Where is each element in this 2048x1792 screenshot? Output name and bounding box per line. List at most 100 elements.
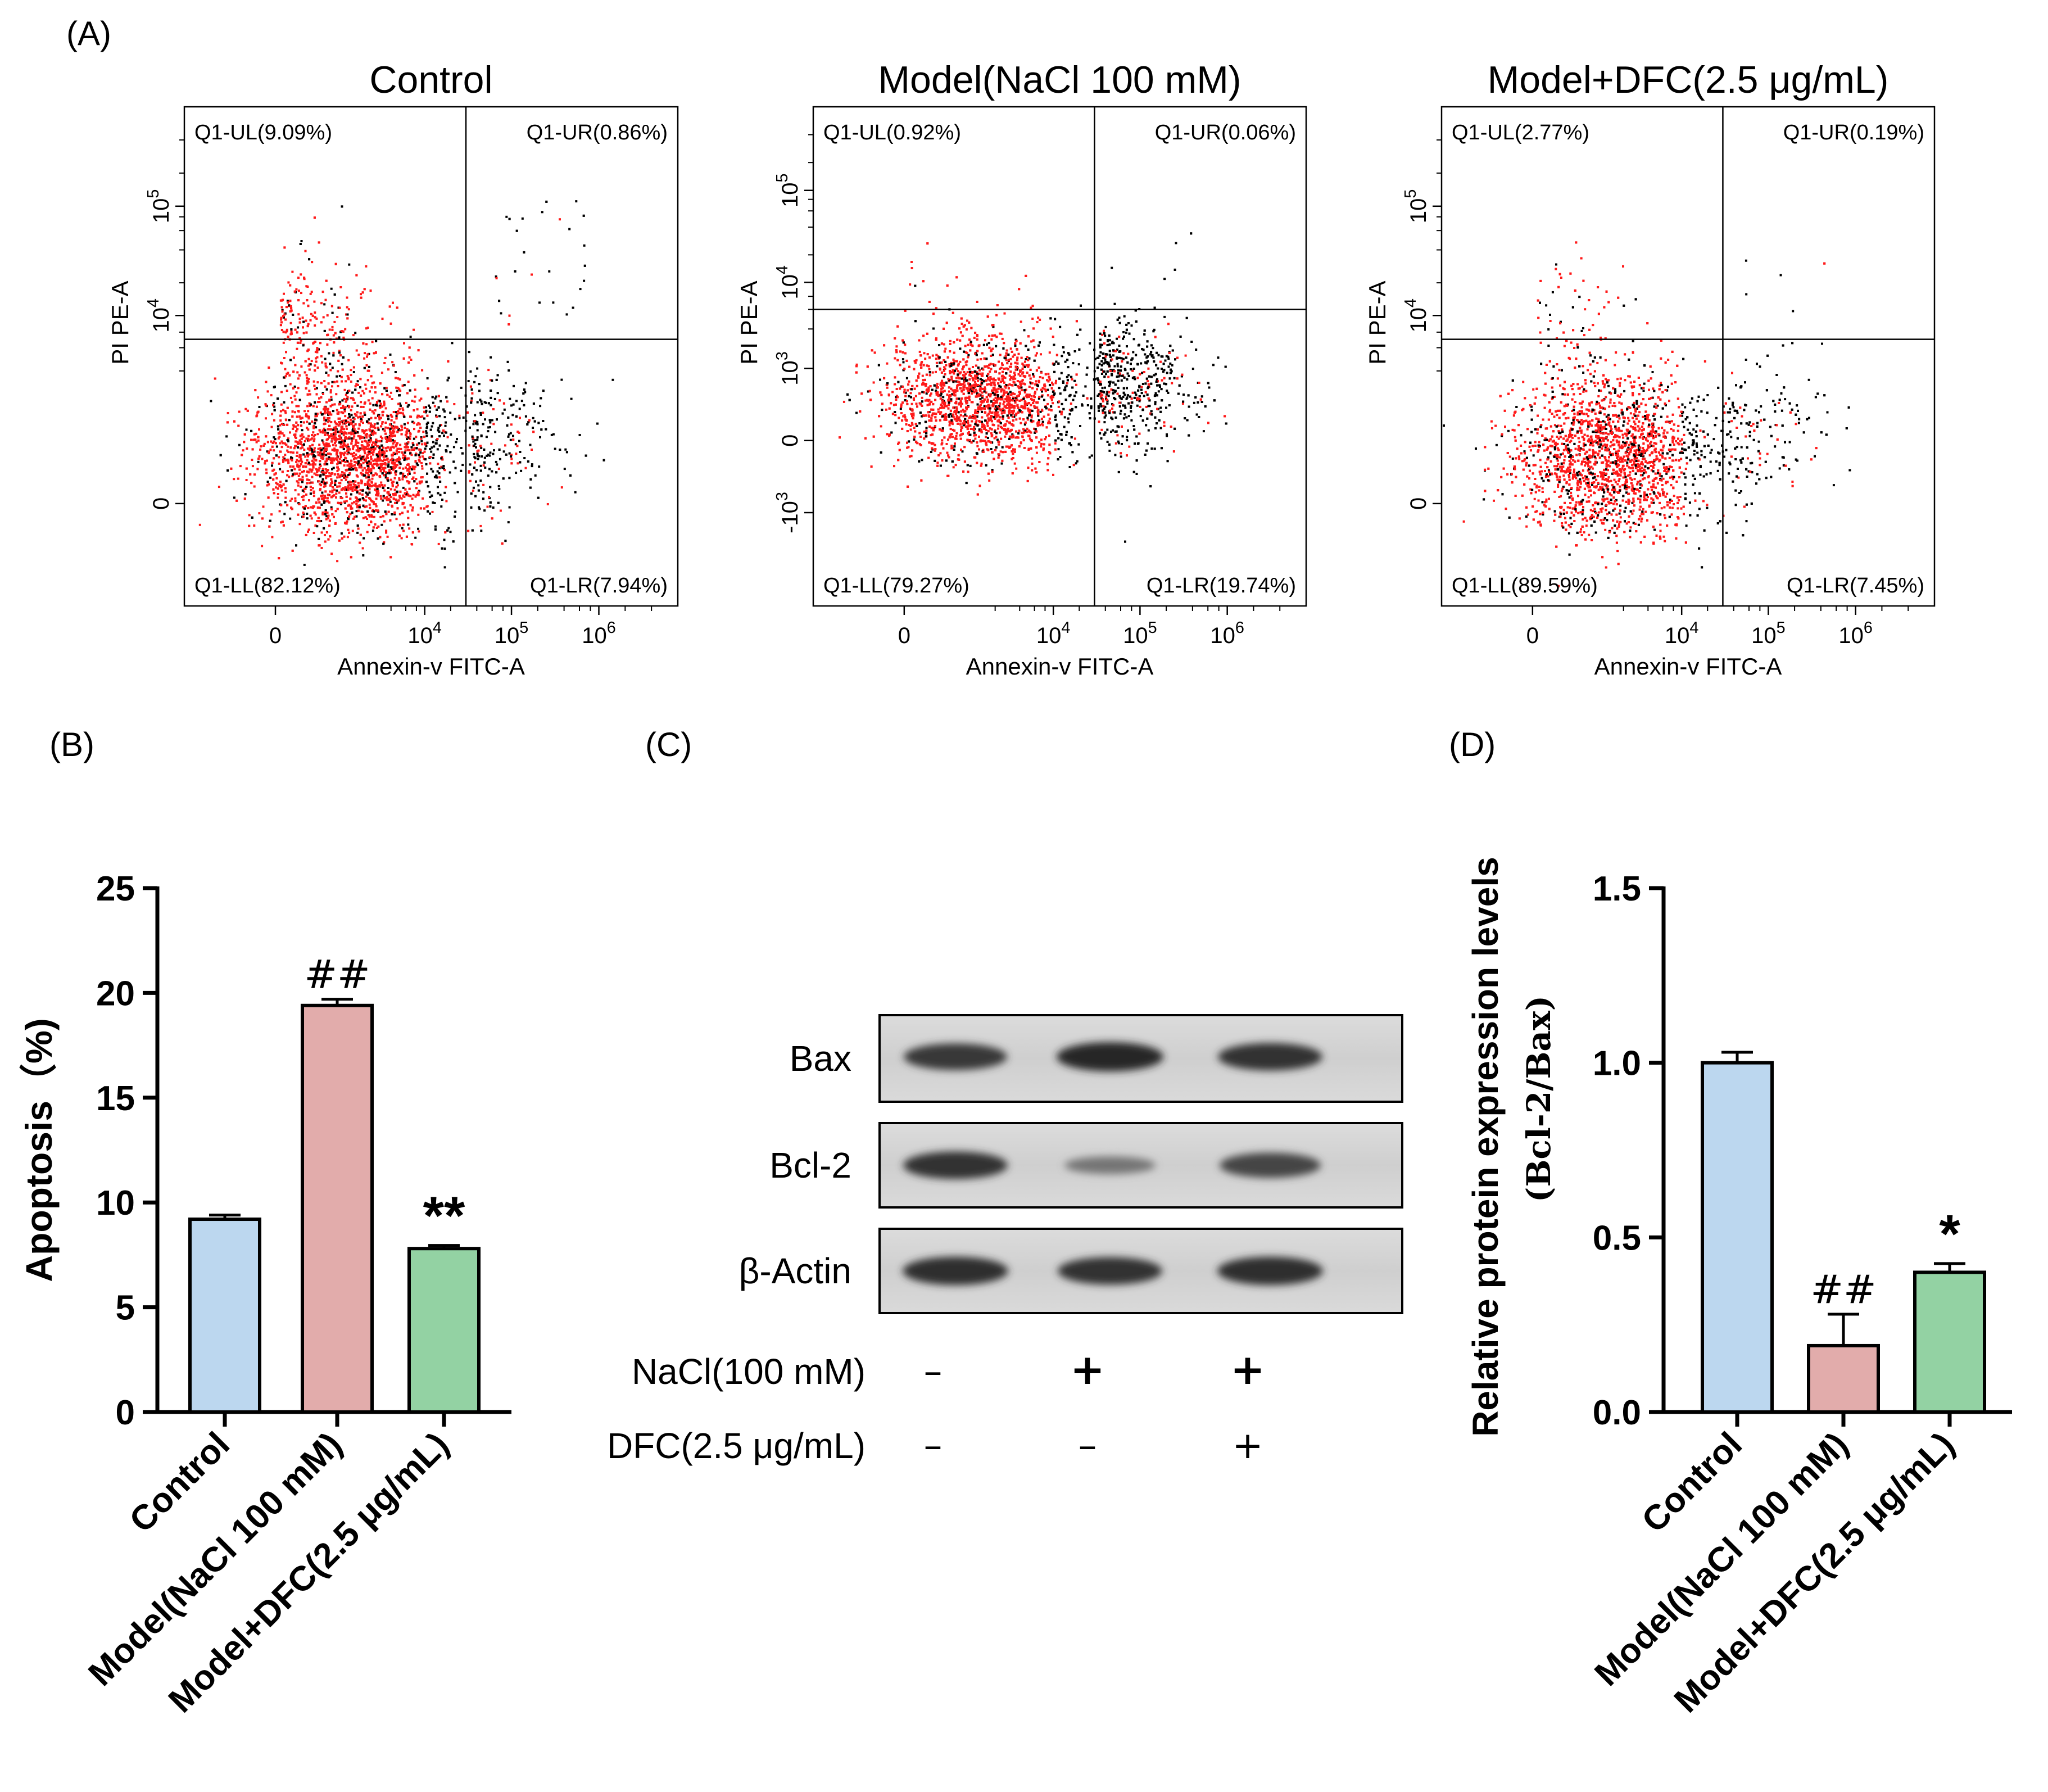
y-tick-label: 20 [96, 974, 135, 1013]
y-tick-label: 104 [773, 265, 803, 300]
y-tick-label: 0.0 [1593, 1393, 1641, 1432]
panel-label-b: (B) [49, 726, 94, 763]
y-tick-label: 5 [116, 1289, 135, 1328]
bar [1913, 1270, 1986, 1414]
blot-band [1057, 1042, 1163, 1071]
significance-mark: ## [1810, 1266, 1876, 1313]
significance-mark: ** [423, 1186, 465, 1246]
x-tick-label: 104 [1665, 619, 1699, 648]
bar [188, 1218, 261, 1414]
y-tick-label: 15 [96, 1079, 135, 1118]
y-axis-label-secondary: (Bcl-2/Bax) [1520, 995, 1558, 1202]
y-tick-label: 104 [144, 298, 174, 333]
x-tick-label: 104 [407, 619, 442, 648]
y-tick-label: 103 [773, 351, 803, 386]
y-tick-label: 0 [116, 1393, 135, 1432]
panel-label-c: (C) [645, 726, 692, 763]
quadrant-label-lr: Q1-LR(7.94%) [530, 574, 668, 598]
x-tick-label: 105 [1751, 619, 1786, 648]
significance-mark: ## [304, 952, 370, 998]
blot-band [1218, 1043, 1322, 1071]
condition-mark: + [1230, 1346, 1265, 1394]
condition-label: NaCl(100 mM) [632, 1351, 866, 1392]
x-tick-label: 105 [1123, 619, 1157, 648]
y-tick-label: 0 [149, 497, 174, 510]
blot-band [1220, 1152, 1321, 1178]
condition-mark: + [1232, 1424, 1263, 1467]
flow-xlabel: Annexin-v FITC-A [966, 653, 1154, 680]
y-tick-label: 10 [96, 1184, 135, 1223]
x-tick-label: 105 [495, 619, 529, 648]
quadrant-label-ll: Q1-LL(79.27%) [823, 574, 969, 598]
flow-ylabel: PI PE-A [107, 280, 133, 364]
y-tick-label: 25 [96, 870, 135, 908]
western-blot: Bax Bcl-2 β-Actin NaCl(100 mM) – + + DFC(2.5 μg… [607, 1014, 1403, 1467]
quadrant-label-ll: Q1-LL(89.59%) [1452, 574, 1598, 598]
blot-band [1064, 1156, 1156, 1174]
bar [301, 1003, 374, 1414]
quadrant-label-ul: Q1-UL(9.09%) [194, 121, 332, 144]
y-tick-label: 105 [1402, 189, 1431, 224]
quadrant-label-ur: Q1-UR(0.06%) [1155, 121, 1296, 144]
quadrant-label-ur: Q1-UR(0.19%) [1783, 121, 1924, 144]
condition-mark: – [924, 1424, 943, 1467]
flow-dots [1443, 241, 1851, 587]
flow-xlabel: Annexin-v FITC-A [337, 653, 525, 680]
condition-mark: – [924, 1350, 943, 1393]
x-tick-label: 0 [269, 623, 282, 648]
flow-frame [183, 106, 679, 607]
flow-frame [1440, 106, 1936, 607]
quadrant-label-ul: Q1-UL(2.77%) [1452, 121, 1589, 144]
y-tick-label: 1.0 [1593, 1044, 1641, 1083]
condition-mark: + [1070, 1346, 1105, 1394]
blot-row-label: Bcl-2 [769, 1145, 851, 1185]
flow-title: Model+DFC(2.5 μg/mL) [1488, 58, 1889, 101]
flow-plot-model-dfc: Model+DFC(2.5 μg/mL) Q1-UL(2.77%) Q1-UR(0.… [1364, 58, 1936, 680]
bar [1701, 1061, 1774, 1414]
y-axis-label: Apoptosis（%) [18, 1018, 60, 1282]
y-tick-label: -103 [773, 492, 803, 533]
flow-title: Control [369, 58, 492, 101]
x-tick-label: 106 [1838, 619, 1873, 648]
blot-band [903, 1151, 1008, 1179]
flow-xlabel: Annexin-v FITC-A [1594, 653, 1782, 680]
flow-dots [198, 200, 614, 569]
x-tick-label: Control [122, 1425, 237, 1540]
flow-frame [812, 106, 1307, 607]
flow-ylabel: PI PE-A [736, 280, 762, 364]
y-tick-label: 105 [773, 173, 803, 207]
x-tick-label: 0 [1526, 623, 1539, 648]
y-tick-label: 0.5 [1593, 1219, 1641, 1257]
quadrant-label-ul: Q1-UL(0.92%) [823, 121, 961, 144]
blot-band [1217, 1256, 1323, 1286]
flow-title: Model(NaCl 100 mM) [878, 58, 1241, 101]
y-axis-label: Relative protein expression levels [1465, 857, 1506, 1437]
quadrant-label-ur: Q1-UR(0.86%) [527, 121, 668, 144]
condition-label: DFC(2.5 μg/mL) [607, 1426, 866, 1466]
flow-plot-model: Model(NaCl 100 mM) Q1-UL(0.92%) Q1-UR(0.06… [736, 58, 1307, 680]
blot-row-label: β-Actin [739, 1251, 851, 1291]
significance-mark: * [1939, 1204, 1960, 1264]
blot-band [903, 1256, 1008, 1286]
blot-row-label: Bax [790, 1038, 851, 1079]
quadrant-label-ll: Q1-LL(82.12%) [194, 574, 341, 598]
y-tick-label: 0 [778, 435, 803, 447]
condition-mark: – [1079, 1424, 1097, 1467]
y-tick-label: 0 [1406, 497, 1431, 510]
blot-band [904, 1043, 1007, 1070]
x-tick-label: 104 [1036, 619, 1071, 648]
y-tick-label: 1.5 [1593, 870, 1641, 908]
y-tick-label: 105 [144, 189, 174, 224]
flow-dots [839, 232, 1227, 543]
bar [1807, 1343, 1880, 1414]
y-tick-label: 104 [1402, 298, 1431, 333]
panel-label-d: (D) [1449, 726, 1496, 763]
x-tick-label: 106 [582, 619, 616, 648]
quadrant-label-lr: Q1-LR(19.74%) [1147, 574, 1296, 598]
x-tick-label: 106 [1210, 619, 1244, 648]
x-tick-label: 0 [898, 623, 910, 648]
bar [407, 1247, 481, 1414]
